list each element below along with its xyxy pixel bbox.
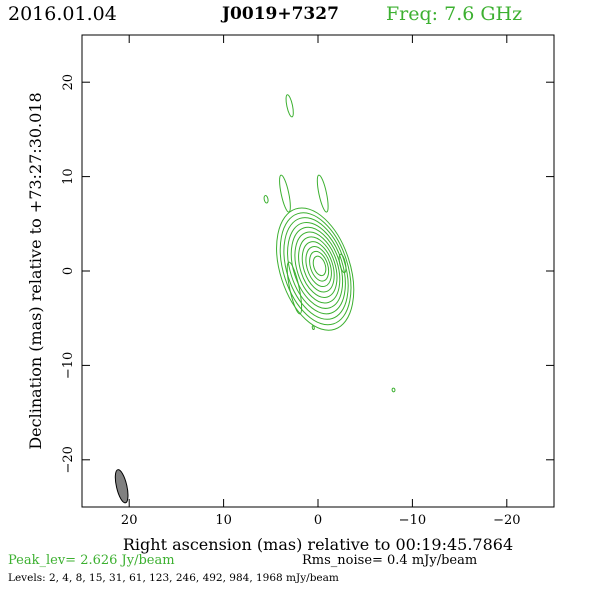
y-tick-label: −10 [61, 352, 76, 379]
x-tick-label: 20 [121, 513, 138, 528]
x-tick-label: −10 [399, 513, 426, 528]
y-tick-label: −20 [61, 446, 76, 473]
contour-feature [286, 261, 303, 315]
x-tick-label: −20 [493, 513, 520, 528]
contour-feature [316, 174, 329, 213]
plot-frame [81, 34, 555, 508]
contour-levels: Levels: 2, 4, 8, 15, 31, 61, 123, 246, 4… [8, 572, 339, 584]
y-tick-label: 0 [61, 267, 76, 275]
contour-level [279, 212, 352, 326]
contour-feature [311, 325, 315, 330]
contour-feature [391, 387, 396, 393]
beam-group [114, 469, 129, 504]
contour-level [309, 250, 330, 282]
contour-level [312, 255, 327, 277]
contour-level [301, 241, 335, 293]
x-axis-label: Right ascension (mas) relative to 00:19:… [123, 535, 513, 554]
source-name: J0019+7327 [222, 4, 339, 24]
x-tick-label: 10 [215, 513, 232, 528]
contour-level [298, 236, 338, 298]
contour-feature [285, 94, 294, 118]
tick-labels: 20 10 0 −10 −20 20 10 0 −10 −20 [61, 74, 521, 528]
contour-level [305, 246, 332, 288]
contour-group [263, 94, 396, 393]
contour-level [294, 231, 341, 304]
y-axis-label: Declination (mas) relative to +73:27:30.… [26, 92, 45, 449]
contour-feature [263, 195, 269, 204]
contour-level [287, 221, 346, 315]
peak-level: Peak_lev= 2.626 Jy/beam [8, 553, 175, 568]
contour-feature [279, 174, 291, 213]
contour-level [283, 217, 349, 320]
observation-date: 2016.01.04 [8, 3, 117, 25]
contour-feature [338, 253, 347, 274]
x-tick-label: 0 [314, 513, 322, 528]
beam-ellipse [114, 469, 129, 504]
rms-noise: Rms_noise= 0.4 mJy/beam [302, 553, 478, 568]
contour-level [276, 207, 355, 331]
axis-ticks [82, 35, 554, 507]
y-tick-label: 20 [61, 74, 76, 91]
y-tick-label: 10 [61, 168, 76, 185]
frequency-label: Freq: 7.6 GHz [386, 3, 523, 25]
